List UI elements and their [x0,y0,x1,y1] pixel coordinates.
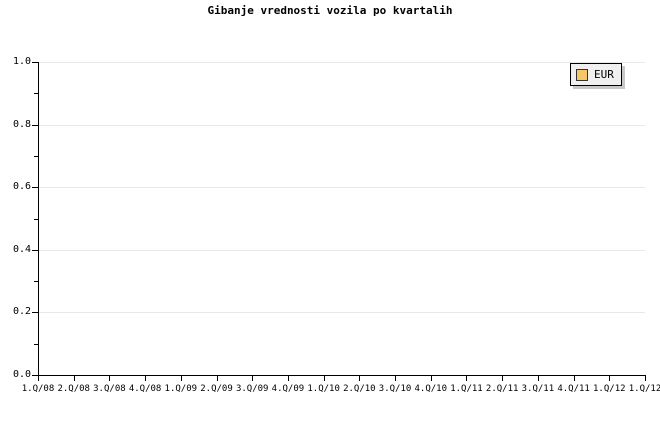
y-axis-tick-major [32,375,38,376]
x-axis-label: 1.Q/10 [307,384,340,394]
y-axis-tick-minor [34,218,38,220]
x-axis-tick [359,376,360,381]
legend-swatch-eur [576,68,588,81]
y-axis-label: 0.0 [12,369,31,380]
x-axis-tick [466,376,467,381]
y-axis-line [38,62,39,376]
x-axis-tick [395,376,396,381]
x-axis-label: 4.Q/10 [414,384,447,394]
x-axis-tick [538,376,539,381]
gridline [38,249,645,251]
x-axis-label: 4.Q/08 [128,384,162,394]
x-axis-label: 3.Q/09 [235,384,269,394]
y-axis-tick-major [32,187,38,189]
x-axis-line [38,375,646,376]
x-axis-label: 1.Q/08 [21,384,55,394]
x-axis-label: 4.Q/11 [557,384,590,394]
x-axis-tick [645,376,646,381]
gridline [38,62,645,63]
x-axis-label: 1.Q/12 [593,384,626,394]
x-axis-tick [109,376,110,381]
chart-legend[interactable]: EUR [570,63,622,86]
x-axis-tick [181,376,182,381]
x-axis-label: 1.Q/09 [164,384,198,394]
y-axis-tick-major [32,62,38,63]
x-axis-label: 1.Q/12 [628,384,660,394]
x-axis-label: 2.Q/11 [485,384,519,394]
x-axis-tick [288,376,289,381]
y-axis-tick-minor [34,343,38,345]
x-axis-tick [431,376,432,381]
x-axis-label: 2.Q/08 [57,384,90,394]
gridline [38,312,645,314]
x-axis-tick [74,376,75,381]
x-axis-label: 3.Q/11 [521,384,555,394]
x-axis-tick [502,376,503,381]
x-axis-label: 3.Q/10 [378,384,412,394]
plot-area [38,62,645,376]
y-axis-tick-major [32,312,38,314]
x-axis-tick [145,376,146,381]
x-axis-tick [217,376,218,381]
legend-label-eur: EUR [594,67,614,81]
y-axis-tick-minor [34,93,38,95]
y-axis-tick-minor [34,155,38,157]
gridline [38,187,645,189]
y-axis-tick-major [32,124,38,126]
y-axis-tick-minor [34,281,38,283]
y-axis-label: 1.0 [12,56,31,67]
y-axis-label: 0.8 [12,118,31,130]
y-axis-label: 0.2 [12,306,31,318]
x-axis-label: 3.Q/08 [93,384,126,394]
x-axis-label: 2.Q/09 [200,384,233,394]
x-axis-label: 1.Q/11 [450,384,483,394]
y-axis-tick-major [32,249,38,251]
y-axis-label: 0.6 [12,181,31,193]
x-axis-label: 4.Q/09 [271,384,305,394]
gridline [38,124,645,126]
chart-title: Gibanje vrednosti vozila po kvartalih [207,4,453,17]
x-axis-tick [38,376,39,381]
x-axis-label: 2.Q/10 [343,384,376,394]
x-axis-tick [324,376,325,381]
x-axis-tick [252,376,253,381]
x-axis-tick [609,376,610,381]
y-axis-label: 0.4 [12,243,31,255]
x-axis-tick [574,376,575,381]
